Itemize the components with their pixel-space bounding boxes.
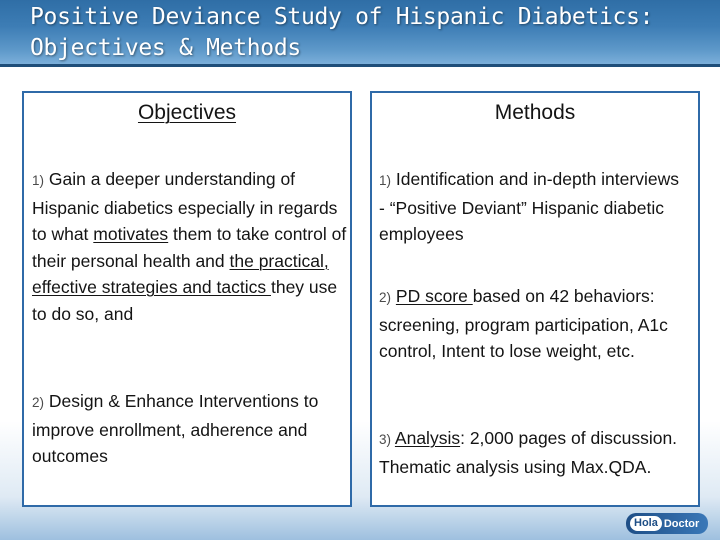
method-3-text-analysis: Analysis xyxy=(394,428,461,448)
method-item-1: 1) Identification and in-depth interview… xyxy=(379,166,679,248)
method-2-text: based on 42 behaviors: screening, progra… xyxy=(379,286,668,361)
objective-1-number: 1) xyxy=(32,173,45,188)
method-3-text: : 2,000 pages of discussion. Thematic an… xyxy=(379,428,678,477)
objective-1-text-c: they use to do so, and xyxy=(32,277,338,324)
objective-item-1: 1) Gain a deeper understanding of Hispan… xyxy=(32,166,350,327)
method-1-text: Identification and in-depth interviews -… xyxy=(379,169,679,244)
objective-1-text-motivates: motivates xyxy=(93,224,169,244)
method-item-3: 3) Analysis: 2,000 pages of discussion. … xyxy=(379,425,699,480)
slide-title: Positive Deviance Study of Hispanic Diab… xyxy=(30,2,710,64)
title-bar xyxy=(0,0,720,66)
logo-text-doctor: Doctor xyxy=(663,517,700,530)
objectives-heading: Objectives xyxy=(137,101,237,124)
title-divider xyxy=(0,64,720,67)
logo-text-hola: Hola xyxy=(630,516,662,531)
method-2-text-pd-score: PD score xyxy=(395,286,473,306)
method-2-number: 2) xyxy=(379,290,392,305)
method-3-number: 3) xyxy=(379,432,392,447)
objective-2-text: Design & Enhance Interventions to improv… xyxy=(32,391,319,466)
slide-title-line-2: Objectives & Methods xyxy=(30,35,301,61)
method-item-2: 2) PD score based on 42 behaviors: scree… xyxy=(379,283,684,365)
methods-heading: Methods xyxy=(494,101,576,124)
method-1-number: 1) xyxy=(379,173,392,188)
holadoctor-logo: Hola Doctor xyxy=(626,513,708,534)
slide-title-line-1: Positive Deviance Study of Hispanic Diab… xyxy=(30,4,654,30)
objective-1-text-b: them to take control of their personal h… xyxy=(32,224,347,271)
objective-item-2: 2) Design & Enhance Interventions to imp… xyxy=(32,388,332,470)
objective-2-number: 2) xyxy=(32,395,45,410)
objective-1-text-a: Gain a deeper understanding of Hispanic … xyxy=(32,169,338,244)
objective-1-text-strategies: the practical, effective strategies and … xyxy=(32,250,329,298)
methods-panel: Methods 1) Identification and in-depth i… xyxy=(370,91,700,507)
objectives-panel: Objectives 1) Gain a deeper understandin… xyxy=(22,91,352,507)
